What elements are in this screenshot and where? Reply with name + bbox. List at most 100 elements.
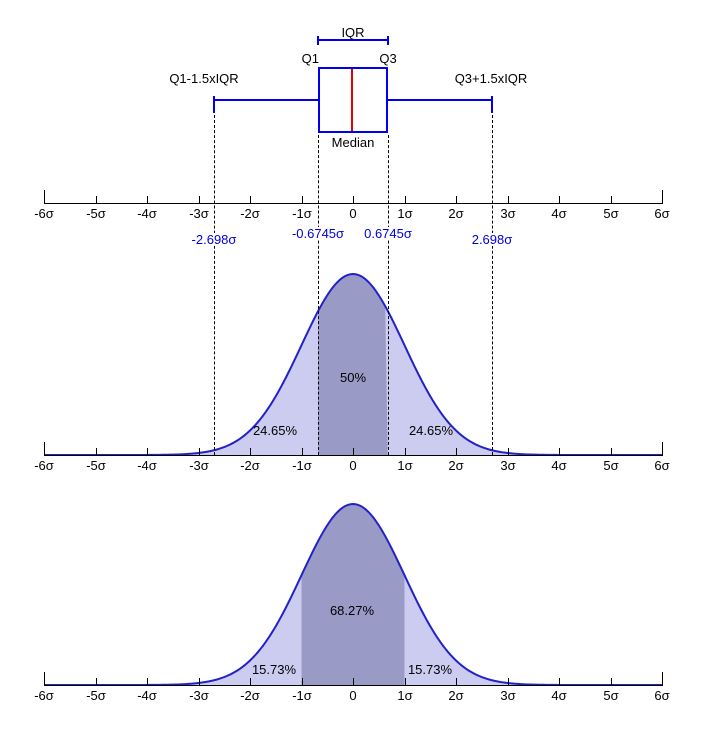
axis-tick-label: -2σ [240, 206, 260, 221]
axis-tick-label: -2σ [240, 688, 260, 703]
axis-tick [250, 678, 251, 685]
axis-tick-label: -1σ [292, 206, 312, 221]
axis-tick [508, 448, 509, 455]
axis-tick [662, 190, 663, 203]
axis-tick-label: -5σ [86, 688, 106, 703]
axis-tick-label: 3σ [500, 688, 516, 703]
q1-guide-line [318, 135, 319, 455]
axis-tick [199, 196, 200, 203]
x-axis-line-bot [44, 685, 663, 686]
axis-tick [456, 196, 457, 203]
axis-tick [199, 678, 200, 685]
pdf-fill-center-region [301, 504, 405, 685]
axis-tick [456, 678, 457, 685]
upper-fence-label: Q3+1.5xIQR [454, 71, 528, 86]
x-axis-line-top [44, 203, 663, 204]
right-fence-area-pct-label: 24.65% [408, 423, 454, 438]
axis-tick [96, 678, 97, 685]
axis-tick-label: 1σ [397, 688, 413, 703]
axis-tick [405, 196, 406, 203]
axis-tick-label: -5σ [86, 458, 106, 473]
axis-tick [96, 196, 97, 203]
axis-tick [405, 448, 406, 455]
q3-label: Q3 [379, 51, 397, 66]
axis-tick-label: -3σ [189, 688, 209, 703]
axis-tick [559, 196, 560, 203]
q1-label: Q1 [301, 51, 319, 66]
axis-tick [559, 448, 560, 455]
axis-tick-label: 4σ [551, 688, 567, 703]
sigma-marker-q1: -0.6745σ [289, 226, 347, 241]
axis-tick [44, 672, 45, 685]
axis-tick [147, 196, 148, 203]
sigma-marker-q3: 0.6745σ [362, 226, 414, 241]
pdf-fill-center-region [318, 274, 388, 455]
axis-tick [353, 678, 354, 685]
axis-tick [508, 678, 509, 685]
left-tail-area-pct-label: 15.73% [251, 662, 297, 677]
axis-tick-label: 0 [349, 458, 357, 473]
axis-tick-label: 1σ [397, 206, 413, 221]
axis-tick [302, 196, 303, 203]
axis-tick-label: 3σ [500, 206, 516, 221]
axis-tick [250, 448, 251, 455]
axis-tick-label: 2σ [448, 458, 464, 473]
axis-tick [662, 672, 663, 685]
axis-tick-label: 6σ [654, 688, 670, 703]
axis-tick [353, 196, 354, 203]
whisker-right-line [388, 99, 492, 101]
axis-tick [353, 448, 354, 455]
whisker-right-cap [491, 96, 493, 113]
axis-tick [611, 448, 612, 455]
axis-tick-label: -6σ [34, 458, 54, 473]
iqr-bracket-right-tick [387, 36, 389, 45]
left-fence-area-pct-label: 24.65% [252, 423, 298, 438]
axis-tick-label: -1σ [292, 688, 312, 703]
axis-tick-label: -1σ [292, 458, 312, 473]
right-tail-area-pct-label: 15.73% [407, 662, 453, 677]
axis-tick-label: -2σ [240, 458, 260, 473]
median-label: Median [331, 135, 375, 150]
boxplot-box [318, 67, 388, 133]
axis-tick [662, 442, 663, 455]
axis-tick-label: 0 [349, 688, 357, 703]
iqr-label: IQR [341, 25, 365, 40]
axis-tick-label: 5σ [603, 688, 619, 703]
iqr-bracket-left-tick [317, 36, 319, 45]
axis-tick [611, 196, 612, 203]
axis-tick-label: 5σ [603, 458, 619, 473]
axis-tick-label: 2σ [448, 688, 464, 703]
axis-tick [559, 678, 560, 685]
axis-tick-label: -3σ [189, 458, 209, 473]
whisker-left-cap [213, 96, 215, 113]
axis-tick-label: 3σ [500, 458, 516, 473]
x-axis-line-mid [44, 455, 663, 456]
axis-tick-label: -3σ [189, 206, 209, 221]
q3-guide-line [388, 135, 389, 455]
axis-tick [456, 448, 457, 455]
axis-tick [611, 678, 612, 685]
axis-tick-label: 6σ [654, 458, 670, 473]
axis-tick-label: -6σ [34, 688, 54, 703]
iqr-area-pct-label: 50% [339, 370, 367, 385]
whisker-left-line [214, 99, 318, 101]
axis-tick-label: 4σ [551, 458, 567, 473]
upper-fence-guide-line [492, 115, 493, 455]
axis-tick-label: -4σ [137, 458, 157, 473]
axis-tick-label: 0 [349, 206, 357, 221]
axis-tick [96, 448, 97, 455]
axis-tick-label: -4σ [137, 206, 157, 221]
axis-tick [250, 196, 251, 203]
axis-tick-label: -5σ [86, 206, 106, 221]
axis-tick-label: 5σ [603, 206, 619, 221]
iqr-bracket-line [318, 39, 388, 41]
axis-tick-label: 4σ [551, 206, 567, 221]
axis-tick [302, 448, 303, 455]
axis-tick-label: -6σ [34, 206, 54, 221]
lower-fence-label: Q1-1.5xIQR [169, 71, 239, 86]
axis-tick-label: -4σ [137, 688, 157, 703]
one-sigma-area-pct-label: 68.27% [329, 603, 375, 618]
axis-tick-label: 6σ [654, 206, 670, 221]
axis-tick [147, 678, 148, 685]
